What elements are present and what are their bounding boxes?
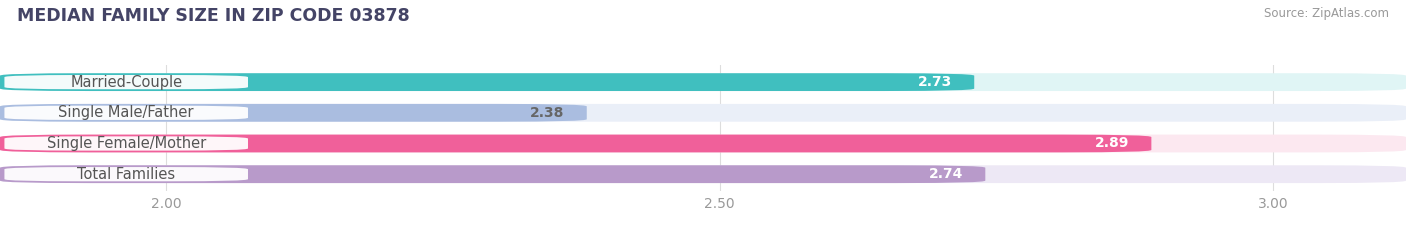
Text: 2.38: 2.38 xyxy=(530,106,565,120)
Text: Source: ZipAtlas.com: Source: ZipAtlas.com xyxy=(1264,7,1389,20)
Text: Total Families: Total Families xyxy=(77,167,176,182)
Text: 2.73: 2.73 xyxy=(918,75,952,89)
FancyBboxPatch shape xyxy=(0,165,1406,183)
Text: 2.89: 2.89 xyxy=(1095,137,1129,151)
Text: MEDIAN FAMILY SIZE IN ZIP CODE 03878: MEDIAN FAMILY SIZE IN ZIP CODE 03878 xyxy=(17,7,409,25)
FancyBboxPatch shape xyxy=(4,106,247,120)
FancyBboxPatch shape xyxy=(4,136,247,151)
FancyBboxPatch shape xyxy=(0,104,586,122)
FancyBboxPatch shape xyxy=(0,135,1406,152)
Text: 2.74: 2.74 xyxy=(929,167,963,181)
Text: Single Male/Father: Single Male/Father xyxy=(59,105,194,120)
Text: Single Female/Mother: Single Female/Mother xyxy=(46,136,205,151)
FancyBboxPatch shape xyxy=(4,167,247,181)
FancyBboxPatch shape xyxy=(0,165,986,183)
FancyBboxPatch shape xyxy=(0,135,1152,152)
FancyBboxPatch shape xyxy=(4,75,247,89)
FancyBboxPatch shape xyxy=(0,73,1406,91)
FancyBboxPatch shape xyxy=(0,104,1406,122)
Text: Married-Couple: Married-Couple xyxy=(70,75,183,90)
FancyBboxPatch shape xyxy=(0,73,974,91)
